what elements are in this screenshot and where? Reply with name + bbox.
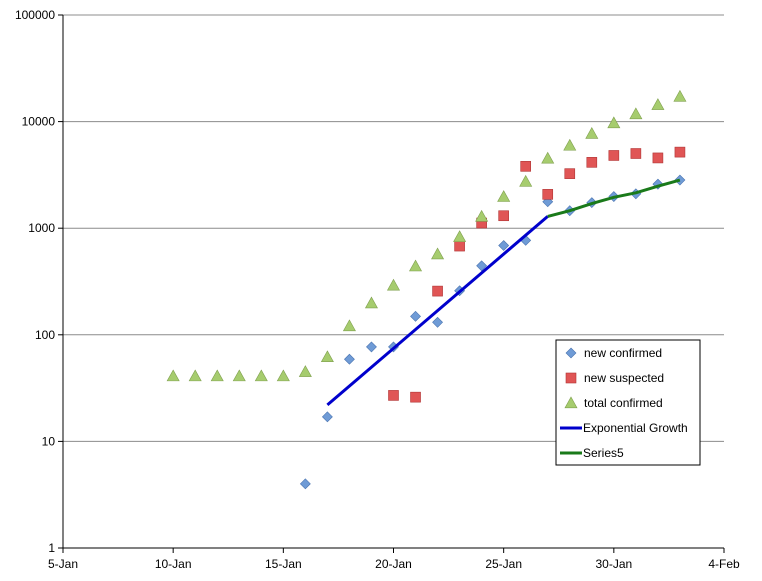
total-confirmed-point [541, 151, 555, 164]
legend-swatch-total-confirmed [564, 396, 578, 409]
total-confirmed-point [431, 247, 445, 260]
total-confirmed-point [497, 190, 511, 202]
legend-swatch-new-suspected [565, 372, 577, 384]
total-confirmed-point [232, 369, 246, 382]
total-confirmed-point [364, 296, 378, 309]
new-suspected-point [608, 150, 620, 161]
x-tick-label: 25-Jan [485, 557, 522, 571]
data-layer [166, 89, 687, 490]
x-tick-label: 5-Jan [48, 557, 78, 571]
total-confirmed-point [188, 369, 202, 382]
total-confirmed-point [298, 365, 312, 377]
total-confirmed-point [585, 127, 599, 139]
new-suspected-point [564, 168, 576, 179]
series5-line [547, 178, 681, 218]
total-confirmed-point [629, 107, 643, 120]
y-tick-label: 100 [35, 328, 55, 342]
total-confirmed-point [166, 369, 180, 382]
new-confirmed-point [432, 316, 443, 328]
new-suspected-point [520, 161, 532, 172]
y-tick-label: 10 [42, 434, 56, 448]
x-tick-label: 10-Jan [155, 557, 192, 571]
y-tick-label: 10000 [22, 115, 56, 129]
new-confirmed-point [299, 478, 311, 490]
y-tick-label: 100000 [15, 8, 55, 22]
new-suspected-point [498, 210, 509, 222]
legend-label-new-confirmed: new confirmed [584, 346, 662, 360]
new-confirmed-point [498, 240, 510, 251]
new-suspected-point [542, 189, 554, 200]
x-tick-label: 15-Jan [265, 557, 302, 571]
total-confirmed-point [210, 369, 224, 382]
new-confirmed-point [366, 341, 377, 353]
new-confirmed-point [344, 353, 355, 365]
new-confirmed-point [410, 310, 421, 322]
total-confirmed-point [607, 116, 621, 129]
new-suspected-point [630, 148, 642, 159]
legend-swatch-new-confirmed [565, 347, 577, 359]
axes-layer: 1 10 100 1000 10000 100000 5-Jan 10-Jan 15-Jan 20… [15, 8, 740, 571]
total-confirmed-point [673, 89, 687, 102]
new-confirmed-point [476, 260, 488, 272]
new-suspected-point [674, 146, 686, 158]
total-confirmed-point [453, 230, 467, 242]
legend-label-series5: Series5 [583, 446, 624, 460]
total-confirmed-point [276, 369, 290, 382]
legend-label-total-confirmed: total confirmed [584, 396, 663, 410]
new-suspected-point [454, 240, 465, 252]
new-suspected-point [388, 390, 399, 401]
total-confirmed-point [475, 209, 489, 222]
total-confirmed-point [519, 174, 533, 187]
y-tick-label: 1000 [28, 221, 55, 235]
total-confirmed-point [320, 350, 334, 363]
legend-label-exponential-growth: Exponential Growth [583, 421, 688, 435]
total-confirmed-point [386, 278, 401, 291]
legend: new confirmed new suspected total confirme… [555, 339, 701, 466]
exponential-growth-line [326, 215, 549, 407]
total-confirmed-point [651, 98, 665, 110]
legend-box [555, 339, 701, 466]
total-confirmed-point [563, 138, 577, 151]
total-confirmed-point [409, 259, 423, 272]
new-suspected-point [432, 285, 443, 297]
x-tick-label: 30-Jan [595, 557, 632, 571]
total-confirmed-point [342, 319, 356, 332]
new-suspected-point [586, 157, 598, 168]
new-suspected-point [410, 391, 421, 403]
new-confirmed-point [321, 411, 333, 423]
legend-label-new-suspected: new suspected [584, 371, 664, 385]
x-tick-label: 20-Jan [375, 557, 412, 571]
new-confirmed-point [674, 174, 686, 186]
total-confirmed-point [254, 369, 268, 382]
x-tick-label: 4-Feb [708, 557, 740, 571]
y-tick-label: 1 [48, 541, 55, 555]
new-suspected-point [652, 152, 664, 164]
